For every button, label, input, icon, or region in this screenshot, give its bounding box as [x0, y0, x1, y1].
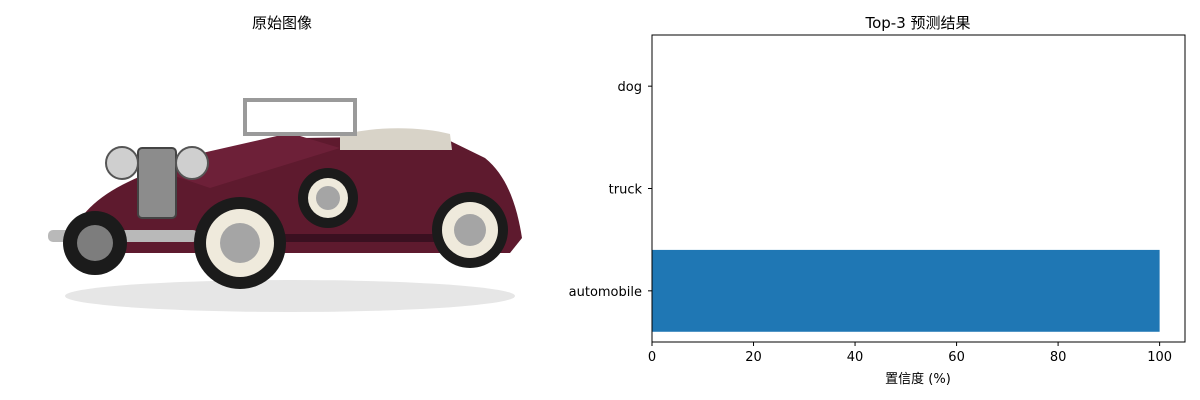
- car-windshield: [243, 98, 357, 136]
- x-tick-label: 100: [1147, 350, 1172, 365]
- chart-title: Top-3 预测结果: [865, 14, 971, 32]
- y-tick-label: dog: [618, 80, 642, 95]
- plot-frame: [651, 34, 1186, 343]
- y-tick-label: automobile: [569, 285, 642, 300]
- car-running-board: [200, 234, 470, 242]
- x-tick-label: 80: [1050, 350, 1067, 365]
- y-tick-label: truck: [609, 183, 643, 198]
- x-tick-label: 40: [847, 350, 864, 365]
- car-top: [340, 128, 452, 150]
- x-tick-label: 0: [648, 350, 656, 365]
- car-shadow: [65, 280, 515, 312]
- car-image: [48, 98, 522, 312]
- image-panel-title: 原始图像: [251, 14, 312, 32]
- x-axis-label: 置信度 (%): [885, 371, 951, 387]
- car-headlamp: [105, 146, 139, 180]
- x-tick-label: 60: [948, 350, 965, 365]
- car-grille: [137, 147, 177, 219]
- car-headlamp: [175, 146, 209, 180]
- x-tick-label: 20: [745, 350, 762, 365]
- bar-automobile: [652, 249, 1160, 332]
